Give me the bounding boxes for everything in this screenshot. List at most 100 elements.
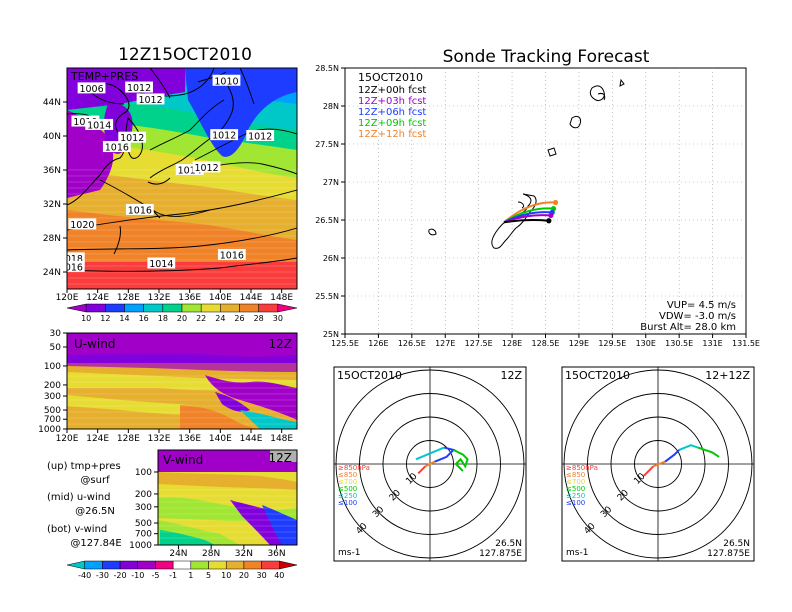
isobar-label: 1020 — [70, 220, 94, 231]
isobar-labels: 1010100610121012101010141012101210121016… — [65, 74, 275, 273]
lon-tick-label: 124E — [86, 434, 109, 444]
colorbar-label: 30 — [257, 571, 267, 580]
wind-colorbar: -40 -30 -20 -10 -5 -1 1 5 10 20 30 40 — [66, 560, 298, 580]
tracking-date: 15OCT2010 — [358, 71, 423, 84]
lon-tick-label: 127E — [435, 339, 455, 348]
level-legend-item: ≤500 — [566, 485, 585, 493]
isobar-label: 1014 — [149, 259, 173, 270]
map-lat-ticks: 44N 40N 36N 32N 28N 24N — [43, 98, 67, 278]
note-mid-2: @26.5N — [75, 506, 115, 517]
hodograph-trace-segment — [424, 460, 436, 468]
lat-tick-label: 24N — [43, 268, 61, 278]
isobar-label-box — [217, 249, 246, 260]
colorbar-swatch — [85, 303, 106, 313]
colorbar-swatch — [119, 560, 139, 570]
isobar-label-box — [85, 118, 114, 130]
lon-tick-label: 130.5E — [665, 339, 693, 348]
v-wind-time: 12Z — [269, 451, 293, 465]
colorbar-swatch — [84, 560, 103, 570]
colorbar-swatch — [239, 303, 259, 313]
colorbar-label: 20 — [177, 314, 187, 323]
hodograph-trace-segment — [652, 460, 666, 468]
track-endpoint-0 — [546, 218, 552, 224]
isobar-label-box — [192, 161, 221, 173]
lat-tick-label: 25N — [323, 330, 339, 339]
isobar-label: 1016 — [220, 251, 244, 262]
hodograph-time: 12+12Z — [705, 369, 750, 382]
lon-tick-label: 136E — [178, 434, 201, 444]
hodograph-trace-segment — [417, 465, 427, 475]
level-legend-item: ≤700 — [338, 478, 357, 486]
isobar-label: 1016 — [105, 143, 129, 154]
hodograph-date: 15OCT2010 — [565, 369, 630, 382]
lon-tick-label: 144E — [240, 434, 263, 444]
lon-tick-label: 144E — [240, 293, 263, 303]
hodograph-lat: 26.5N — [495, 539, 522, 549]
lat-tick-label: 36N — [267, 549, 285, 559]
colorbar-swatch — [66, 560, 85, 570]
tracking-title: Sonde Tracking Forecast — [443, 47, 650, 67]
colorbar-label: 24 — [215, 314, 225, 323]
pressure-tick-label: 700 — [44, 415, 61, 425]
colorbar-label: -10 — [131, 571, 144, 580]
hodograph-date: 15OCT2010 — [337, 369, 402, 382]
colorbar-swatch — [124, 303, 144, 313]
colorbar-label: 26 — [234, 314, 244, 323]
isobar-label: 016 — [65, 262, 83, 273]
colorbar-swatch — [190, 560, 209, 570]
lon-tick-label: 126E — [368, 339, 388, 348]
note-mid-1: (mid) u-wind — [47, 492, 110, 503]
pressure-tick-label: 100 — [44, 362, 61, 372]
isobar-label: 1006 — [79, 84, 103, 95]
colorbar-label: 18 — [158, 314, 168, 323]
level-legend-item: ≤700 — [566, 478, 585, 486]
lat-tick-label: 44N — [43, 98, 61, 108]
panel-notes: (up) tmp+pres @surf (mid) u-wind @26.5N … — [47, 461, 122, 549]
lon-tick-label: 128E — [502, 339, 522, 348]
u-wind-lon-ticks: 120E 124E 128E 132E 136E 140E 144E 148E — [56, 429, 293, 444]
lat-tick-label: 28N — [323, 102, 339, 111]
lon-tick-label: 140E — [209, 434, 232, 444]
level-legend-item: ≤100 — [566, 499, 585, 507]
hodograph-trace-segment — [697, 446, 720, 458]
colorbar-swatch — [258, 303, 279, 313]
isobar-label-box — [212, 74, 241, 86]
pressure-tick-label: 100 — [135, 468, 152, 478]
colorbar-label: 16 — [139, 314, 149, 323]
lat-tick-label: 32N — [235, 549, 253, 559]
colorbar-swatch — [243, 560, 262, 570]
colorbar-swatch — [200, 303, 221, 313]
isobar-label-box — [125, 203, 154, 215]
isobar-label-box — [77, 82, 106, 94]
sonde-tracks — [503, 199, 559, 224]
lat-tick-label: 28.5N — [315, 64, 339, 73]
hodograph-trace-segment — [664, 449, 680, 463]
colorbar-swatch — [225, 560, 245, 570]
temperature-colorbar: 10 12 14 16 18 20 22 24 26 28 30 — [66, 303, 298, 323]
pressure-tick-label: 30 — [50, 329, 62, 339]
colorbar-swatch — [277, 303, 298, 313]
pressure-tick-label: 1000 — [38, 425, 61, 435]
lon-tick-label: 148E — [270, 293, 293, 303]
hodograph-unit: ms-1 — [338, 548, 360, 558]
colorbar-swatch — [220, 303, 240, 313]
isobar-label: 1012 — [120, 133, 144, 144]
pressure-tick-label: 50 — [50, 343, 62, 353]
v-wind-lat-ticks: 24N 28N 32N 36N — [169, 545, 286, 559]
colorbar-label: -1 — [169, 571, 177, 580]
isobar-label-box — [210, 129, 239, 141]
hodograph-lon: 127.875E — [479, 549, 522, 559]
lon-tick-label: 140E — [209, 293, 232, 303]
note-bot-2: @127.84E — [70, 538, 121, 549]
level-legend-item: ≤250 — [338, 492, 357, 500]
v-wind-label: V-wind — [163, 453, 203, 467]
map-field-label: TEMP+PRES — [70, 70, 138, 83]
note-up-1: (up) tmp+pres — [47, 461, 121, 472]
lon-tick-label: 128E — [117, 434, 140, 444]
colorbar-swatch — [143, 303, 164, 313]
level-legend-item: ≤850 — [338, 471, 357, 479]
hodograph-lon: 127.875E — [707, 549, 750, 559]
isobar-label: 1012 — [138, 95, 162, 106]
colorbar-label: 20 — [239, 571, 249, 580]
